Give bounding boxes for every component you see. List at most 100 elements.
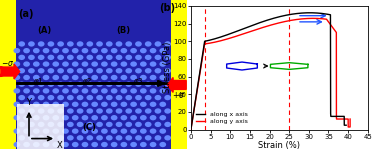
Circle shape (130, 61, 137, 67)
Circle shape (33, 142, 40, 147)
Circle shape (67, 122, 74, 127)
Circle shape (67, 41, 74, 47)
Circle shape (145, 95, 152, 100)
Text: $\varphi$3: $\varphi$3 (133, 76, 143, 86)
Circle shape (96, 122, 103, 127)
Circle shape (43, 88, 50, 94)
Line: along x axis: along x axis (191, 13, 346, 130)
along y axis (334, 116, 339, 118)
Circle shape (67, 55, 74, 60)
Circle shape (77, 55, 84, 60)
Circle shape (106, 135, 113, 141)
Circle shape (160, 75, 166, 80)
Circle shape (57, 68, 64, 73)
Circle shape (140, 142, 147, 147)
along x axis (189, 129, 193, 131)
Circle shape (38, 82, 45, 87)
Circle shape (23, 142, 30, 147)
Text: (a): (a) (18, 9, 33, 19)
Circle shape (164, 68, 171, 73)
Circle shape (62, 102, 69, 107)
Circle shape (96, 135, 103, 141)
Circle shape (155, 122, 161, 127)
Circle shape (91, 88, 98, 94)
Circle shape (43, 128, 50, 134)
Circle shape (135, 55, 142, 60)
Circle shape (57, 55, 64, 60)
Circle shape (96, 95, 103, 100)
Circle shape (38, 95, 45, 100)
Circle shape (38, 135, 45, 141)
along y axis (306, 18, 310, 19)
Circle shape (19, 108, 25, 114)
Circle shape (155, 68, 161, 73)
Circle shape (77, 122, 84, 127)
Circle shape (87, 95, 93, 100)
Circle shape (38, 68, 45, 73)
Circle shape (101, 142, 108, 147)
Circle shape (87, 135, 93, 141)
Circle shape (155, 82, 161, 87)
Circle shape (121, 88, 127, 94)
Circle shape (28, 41, 35, 47)
Circle shape (116, 55, 122, 60)
Circle shape (125, 68, 132, 73)
Circle shape (91, 128, 98, 134)
Circle shape (135, 41, 142, 47)
Circle shape (125, 55, 132, 60)
Circle shape (67, 108, 74, 114)
Circle shape (23, 75, 30, 80)
Circle shape (87, 41, 93, 47)
Circle shape (53, 102, 59, 107)
along x axis (319, 13, 324, 14)
FancyArrow shape (1, 64, 20, 79)
Text: (C): (C) (82, 123, 96, 132)
FancyArrow shape (167, 77, 186, 92)
Circle shape (145, 135, 152, 141)
Circle shape (155, 108, 161, 114)
Circle shape (145, 41, 152, 47)
Circle shape (121, 142, 127, 147)
Circle shape (150, 115, 156, 120)
Circle shape (33, 88, 40, 94)
Circle shape (82, 102, 88, 107)
Text: X: X (57, 141, 63, 149)
Circle shape (38, 55, 45, 60)
Circle shape (14, 142, 20, 147)
Circle shape (14, 128, 20, 134)
Circle shape (14, 61, 20, 67)
Circle shape (101, 48, 108, 53)
Circle shape (23, 48, 30, 53)
Circle shape (53, 115, 59, 120)
Circle shape (150, 88, 156, 94)
Circle shape (82, 115, 88, 120)
Circle shape (145, 108, 152, 114)
Circle shape (111, 61, 118, 67)
Circle shape (33, 75, 40, 80)
Circle shape (101, 88, 108, 94)
Circle shape (77, 95, 84, 100)
Circle shape (48, 55, 54, 60)
Circle shape (14, 102, 20, 107)
Circle shape (121, 102, 127, 107)
Circle shape (155, 55, 161, 60)
Circle shape (145, 68, 152, 73)
Circle shape (62, 142, 69, 147)
Circle shape (145, 82, 152, 87)
Circle shape (130, 128, 137, 134)
Circle shape (150, 48, 156, 53)
Circle shape (96, 55, 103, 60)
along y axis (340, 118, 344, 120)
Circle shape (28, 122, 35, 127)
Circle shape (145, 55, 152, 60)
Circle shape (43, 102, 50, 107)
Circle shape (140, 88, 147, 94)
Circle shape (53, 142, 59, 147)
Circle shape (130, 142, 137, 147)
Circle shape (53, 61, 59, 67)
Circle shape (33, 115, 40, 120)
Circle shape (19, 41, 25, 47)
Circle shape (111, 115, 118, 120)
Circle shape (48, 122, 54, 127)
Circle shape (72, 102, 79, 107)
